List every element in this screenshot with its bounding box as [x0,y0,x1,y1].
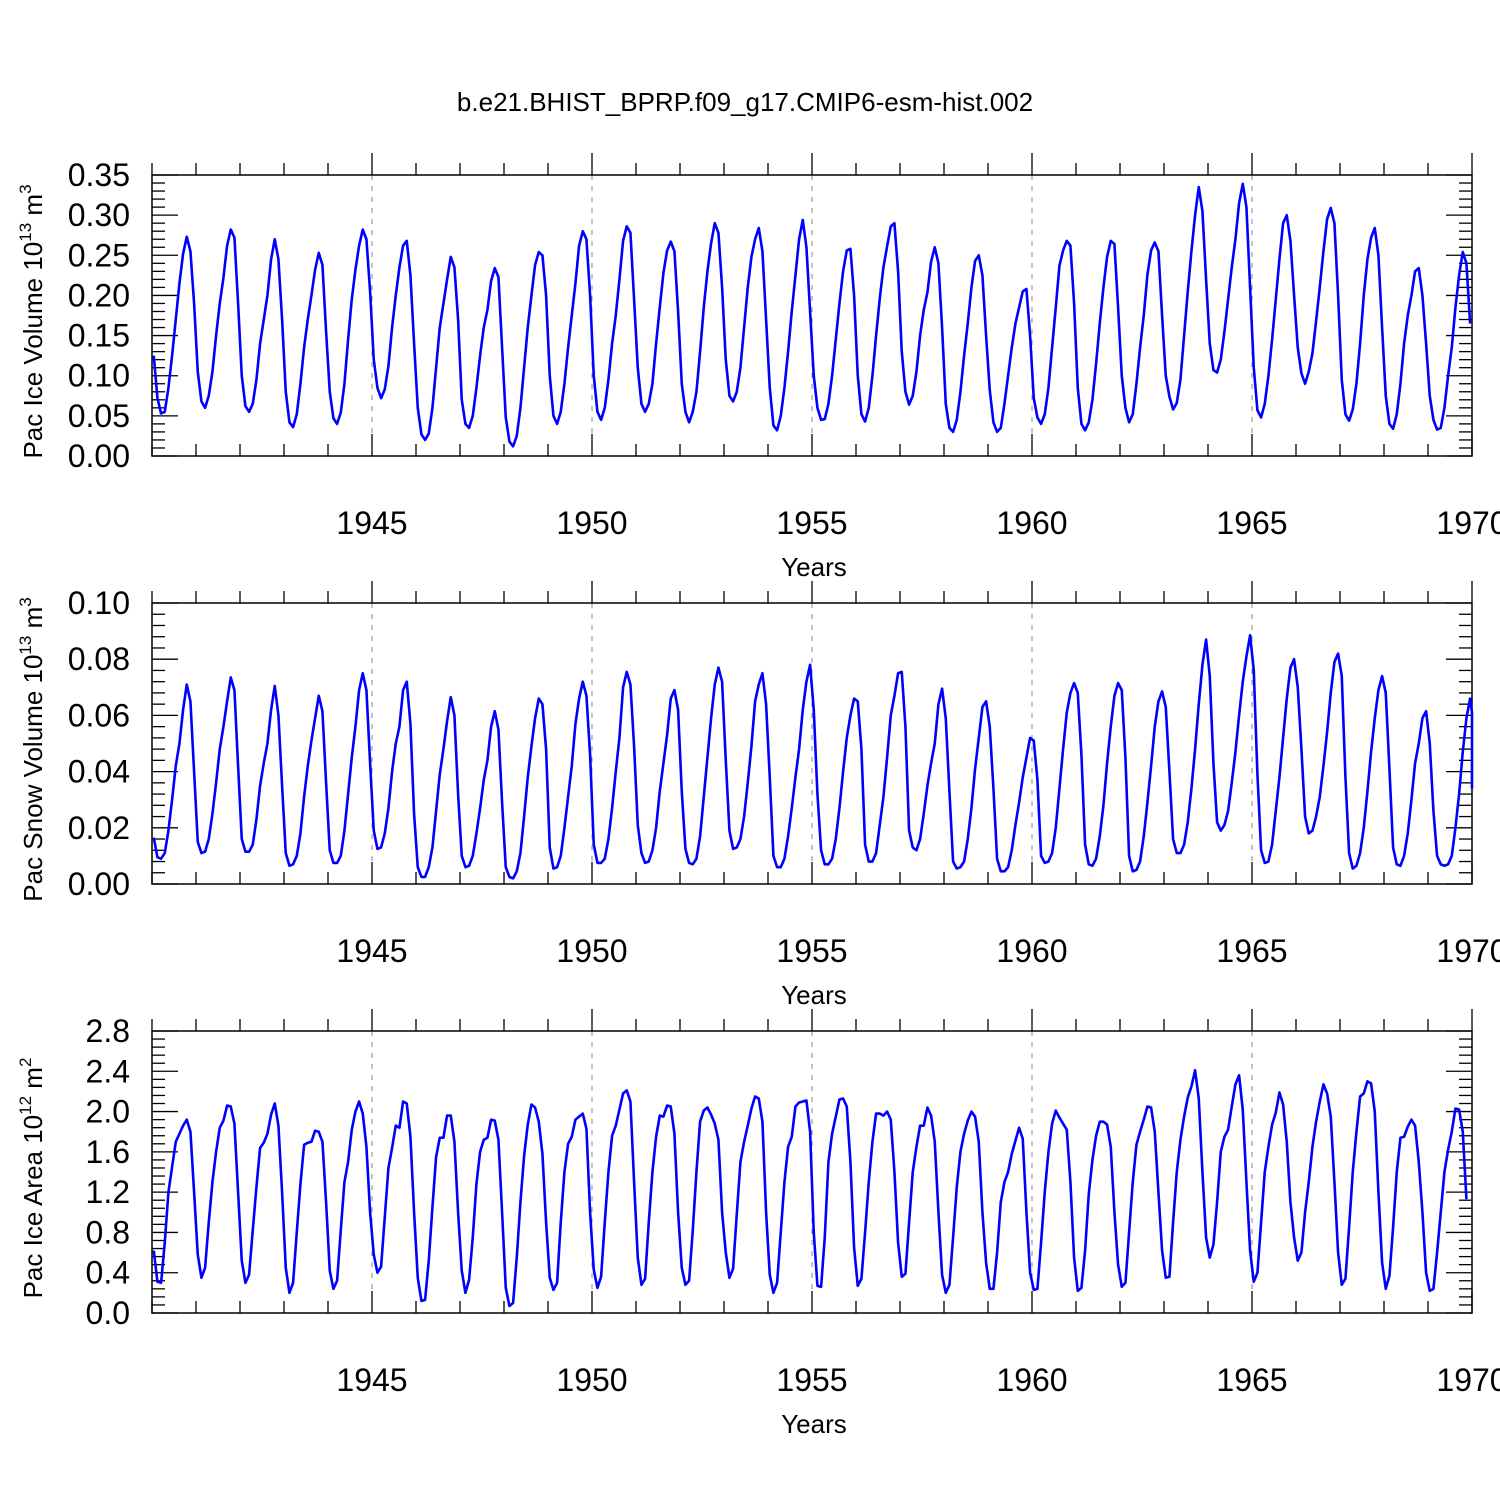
y-tick-label: 0.04 [68,754,130,790]
x-tick-label: 1965 [1216,1362,1287,1398]
x-tick-label: 1965 [1216,505,1287,541]
series-line-1 [152,182,1472,448]
y-tick-label: 2.8 [86,1013,130,1049]
y-tick-label: 0.08 [68,641,130,677]
plot-frame [151,602,1473,885]
y-tick-label: 0.06 [68,697,130,733]
chart-panel-3: 0.0 0.4 0.8 1.2 1.6 2.0 2.4 2.8 1945 1950 1955 1960… [16,1009,1500,1439]
y-tick-label: 0.05 [68,398,130,434]
y-tick-label: 0.00 [68,866,130,902]
x-axis-label: Years [781,1409,847,1439]
y-tick-label: 0.35 [68,157,130,193]
y-tick-label: 1.2 [86,1174,130,1210]
y-tick-label: 2.0 [86,1094,130,1130]
y-tick-label: 0.4 [86,1255,130,1291]
y-tick-label: 0.25 [68,237,130,273]
series-line-1 [152,634,1474,880]
panels-container: 0.00 0.05 0.10 0.15 0.20 0.25 0.30 0.35 1945 1950… [16,153,1500,1439]
series-line-1 [152,1068,1468,1308]
x-tick-label: 1970 [1436,933,1500,969]
x-tick-label: 1945 [336,1362,407,1398]
x-axis-label: Years [781,980,847,1010]
x-tick-label: 1965 [1216,933,1287,969]
x-tick-label: 1945 [336,933,407,969]
figure-title: b.e21.BHIST_BPRP.f09_g17.CMIP6-esm-hist.… [457,87,1033,117]
y-tick-label: 2.4 [86,1053,130,1089]
x-tick-label: 1970 [1436,505,1500,541]
x-tick-label: 1955 [776,505,847,541]
x-tick-label: 1945 [336,505,407,541]
x-tick-label: 1955 [776,933,847,969]
x-tick-label: 1950 [556,933,627,969]
y-axis-label: Pac Snow Volume 1013 m3 [16,597,48,901]
x-tick-label: 1960 [996,1362,1067,1398]
y-tick-label: 0.10 [68,358,130,394]
x-tick-label: 1950 [556,1362,627,1398]
x-tick-label: 1970 [1436,1362,1500,1398]
x-tick-label: 1955 [776,1362,847,1398]
x-tick-label: 1950 [556,505,627,541]
x-tick-label: 1960 [996,505,1067,541]
chart-panel-1: 0.00 0.05 0.10 0.15 0.20 0.25 0.30 0.35 1945 1950… [16,153,1500,582]
y-axis-label: Pac Ice Volume 1013 m3 [16,184,48,458]
x-tick-label: 1960 [996,933,1067,969]
y-tick-label: 0.30 [68,197,130,233]
y-tick-label: 0.0 [86,1295,130,1331]
y-tick-label: 0.8 [86,1214,130,1250]
y-tick-label: 0.02 [68,810,130,846]
y-tick-label: 0.20 [68,277,130,313]
y-tick-label: 0.15 [68,318,130,354]
y-tick-label: 0.00 [68,438,130,474]
y-axis-label: Pac Ice Area 1012 m2 [16,1058,48,1299]
chart-panel-2: 0.00 0.02 0.04 0.06 0.08 0.10 1945 1950 1955 1960… [16,581,1500,1010]
y-tick-label: 1.6 [86,1134,130,1170]
x-axis-label: Years [781,552,847,582]
y-tick-label: 0.10 [68,585,130,621]
